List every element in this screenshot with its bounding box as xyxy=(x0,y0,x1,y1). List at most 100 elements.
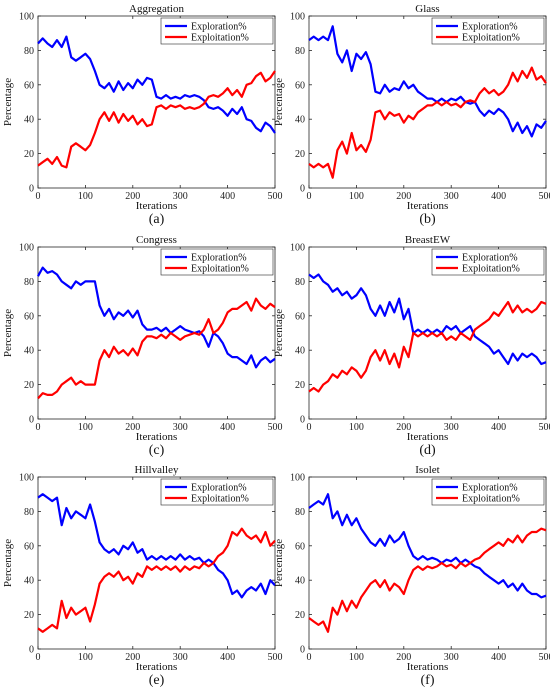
series-line-exploration xyxy=(308,493,547,599)
x-tick-label: 300 xyxy=(173,422,188,433)
y-axis-label: Percentage xyxy=(273,78,285,126)
plot-area xyxy=(308,15,547,189)
x-axis-label: Iterations xyxy=(407,431,449,443)
legend-box xyxy=(160,248,274,276)
x-tick-label: 0 xyxy=(36,191,41,202)
y-axis-label: Percentage xyxy=(2,539,14,587)
x-tick-label: 100 xyxy=(349,191,364,202)
x-tick-label: 500 xyxy=(268,191,283,202)
x-tick-label: 200 xyxy=(396,652,411,663)
y-tick-label: 100 xyxy=(290,243,305,254)
legend-entry: Exploration% xyxy=(462,253,518,264)
y-tick-label: 20 xyxy=(24,149,34,160)
chart-panel-3: 0 100 200 300 400 500 0 20 40 60 80 100 Congress Iter… xyxy=(2,234,283,458)
x-axis-label: Iterations xyxy=(407,661,449,673)
series-line-exploitation xyxy=(37,297,276,400)
x-tick-label: 400 xyxy=(220,191,235,202)
x-tick-label: 300 xyxy=(173,652,188,663)
x-tick-label: 100 xyxy=(78,191,93,202)
x-tick-label: 200 xyxy=(125,652,140,663)
x-axis-label: Iterations xyxy=(136,200,178,212)
x-tick-label: 200 xyxy=(396,422,411,433)
y-tick-label: 100 xyxy=(19,243,34,254)
y-tick-label: 80 xyxy=(24,507,34,518)
y-tick-label: 20 xyxy=(24,610,34,621)
x-tick-label: 0 xyxy=(307,422,312,433)
plot-area xyxy=(37,15,276,189)
y-tick-label: 40 xyxy=(24,346,34,357)
y-tick-label: 80 xyxy=(24,277,34,288)
legend-box xyxy=(160,478,274,506)
panel-label: (e) xyxy=(149,673,165,688)
x-tick-label: 100 xyxy=(349,652,364,663)
y-tick-label: 60 xyxy=(295,80,305,91)
legend-entry: Exploitation% xyxy=(191,33,249,44)
x-tick-label: 500 xyxy=(268,422,283,433)
x-tick-label: 200 xyxy=(396,191,411,202)
y-tick-label: 100 xyxy=(19,473,34,484)
x-tick-label: 400 xyxy=(491,191,506,202)
y-axis-label: Percentage xyxy=(2,309,14,357)
x-tick-label: 200 xyxy=(125,422,140,433)
y-tick-label: 80 xyxy=(295,277,305,288)
y-tick-label: 0 xyxy=(300,184,305,195)
panel-label: (f) xyxy=(421,673,435,688)
y-tick-label: 60 xyxy=(295,311,305,322)
chart-title: Glass xyxy=(415,3,439,15)
series-line-exploration xyxy=(308,25,547,138)
x-tick-label: 500 xyxy=(268,652,283,663)
x-tick-label: 100 xyxy=(78,422,93,433)
x-tick-label: 400 xyxy=(491,422,506,433)
panel-label: (a) xyxy=(149,212,165,227)
y-tick-label: 0 xyxy=(29,415,34,426)
series-line-exploitation xyxy=(308,527,547,633)
y-tick-label: 60 xyxy=(295,541,305,552)
x-tick-label: 300 xyxy=(444,191,459,202)
y-tick-label: 0 xyxy=(29,184,34,195)
x-tick-label: 500 xyxy=(539,422,550,433)
series-line-exploitation xyxy=(37,70,276,169)
x-tick-label: 400 xyxy=(220,652,235,663)
x-tick-label: 0 xyxy=(307,191,312,202)
series-line-exploration xyxy=(308,273,547,366)
x-tick-label: 500 xyxy=(539,191,550,202)
legend: Exploration%Exploitation% xyxy=(160,17,274,45)
y-tick-label: 20 xyxy=(295,149,305,160)
y-axis-label: Percentage xyxy=(2,78,14,126)
y-tick-label: 60 xyxy=(24,80,34,91)
legend-box xyxy=(431,17,545,45)
chart-panel-2: 0 100 200 300 400 500 0 20 40 60 80 100 Glass Iterati… xyxy=(273,3,550,227)
legend-entry: Exploration% xyxy=(462,22,518,33)
chart-panel-5: 0 100 200 300 400 500 0 20 40 60 80 100 Hillvalley It… xyxy=(2,464,283,688)
y-tick-label: 100 xyxy=(19,12,34,23)
y-tick-label: 20 xyxy=(295,380,305,391)
panel-label: (d) xyxy=(419,443,436,458)
y-tick-label: 80 xyxy=(24,46,34,57)
x-axis-label: Iterations xyxy=(136,661,178,673)
x-tick-label: 500 xyxy=(539,652,550,663)
y-tick-label: 100 xyxy=(290,12,305,23)
plot-area xyxy=(37,476,276,650)
y-tick-label: 40 xyxy=(24,115,34,126)
y-tick-label: 60 xyxy=(24,311,34,322)
chart-panel-1: 0 100 200 300 400 500 0 20 40 60 80 100 Aggregation I… xyxy=(2,3,283,227)
y-tick-label: 20 xyxy=(295,610,305,621)
y-tick-label: 20 xyxy=(24,380,34,391)
chart-panel-6: 0 100 200 300 400 500 0 20 40 60 80 100 Isolet Iterat… xyxy=(273,464,550,688)
legend-entry: Exploration% xyxy=(191,253,247,264)
legend-box xyxy=(160,17,274,45)
legend-entry: Exploration% xyxy=(191,22,247,33)
y-tick-label: 40 xyxy=(295,346,305,357)
legend: Exploration%Exploitation% xyxy=(160,248,274,276)
legend-entry: Exploitation% xyxy=(462,494,520,505)
legend: Exploration%Exploitation% xyxy=(431,17,545,45)
series-line-exploitation xyxy=(308,300,547,393)
chart-title: Aggregation xyxy=(129,3,184,15)
y-tick-label: 0 xyxy=(300,415,305,426)
y-axis-label: Percentage xyxy=(273,309,285,357)
legend-entry: Exploitation% xyxy=(462,264,520,275)
y-tick-label: 40 xyxy=(295,115,305,126)
series-line-exploration xyxy=(37,35,276,134)
y-tick-label: 40 xyxy=(24,576,34,587)
